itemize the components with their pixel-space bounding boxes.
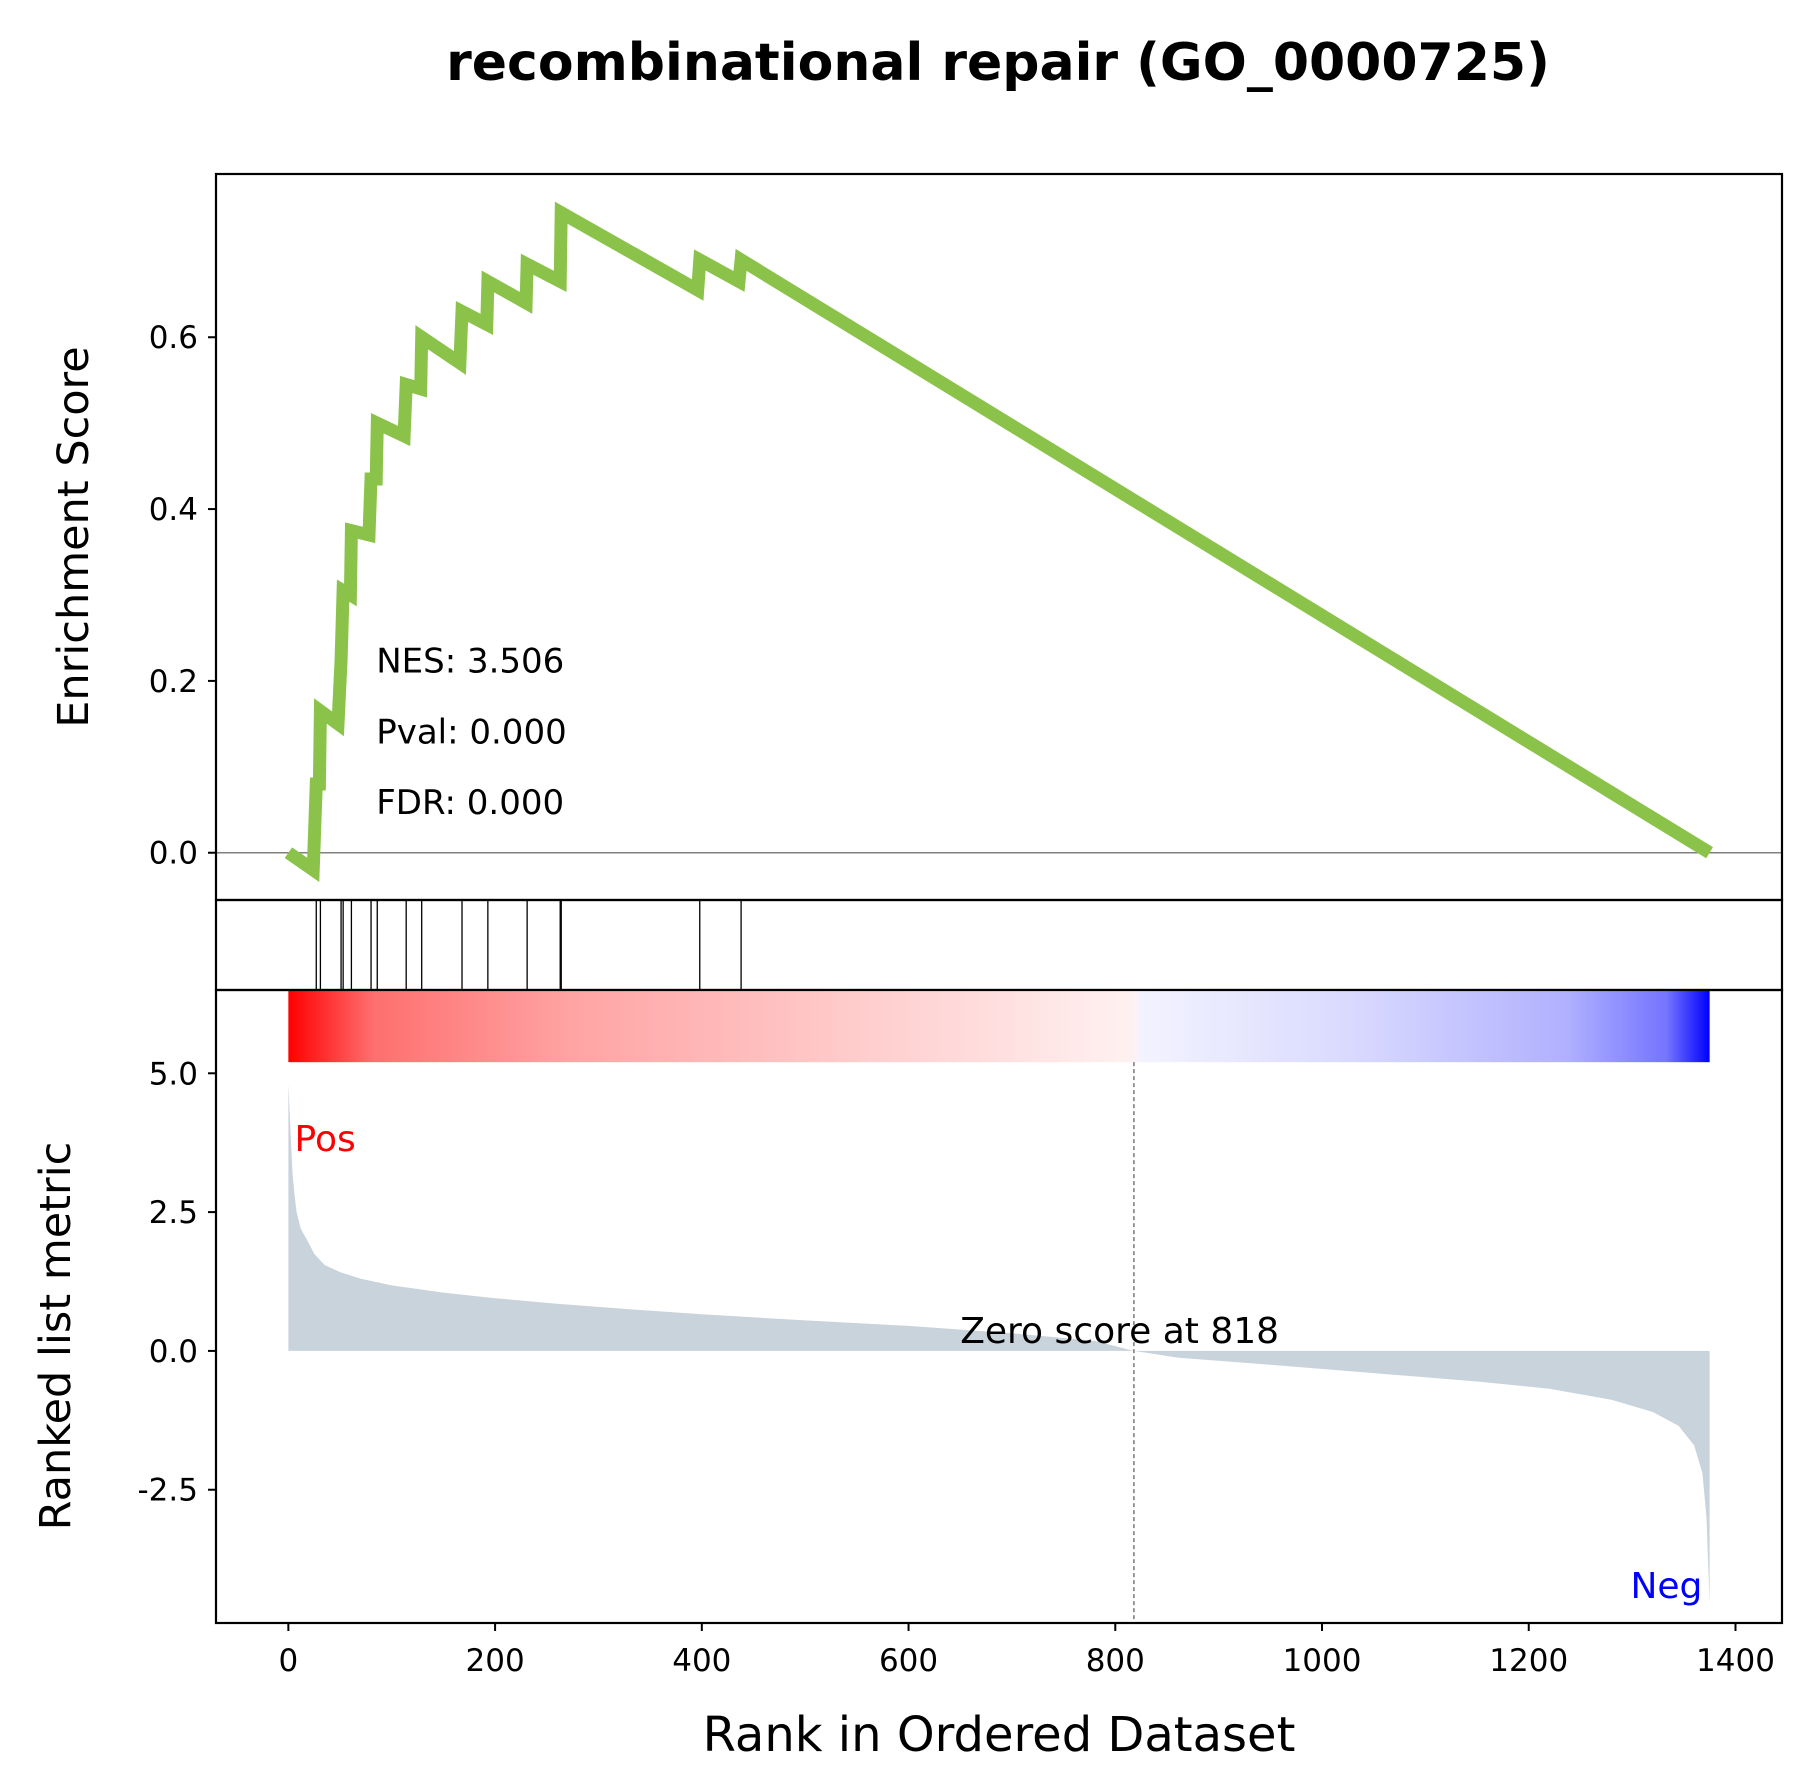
es-y-tick-label-0: 0.0 [149,836,198,872]
es-y-ticks: 0.0 0.2 0.4 0.6 [149,320,216,872]
zero-score-label: Zero score at 818 [960,1311,1279,1352]
neg-label: Neg [1630,1566,1702,1607]
hits-frame [214,898,1784,992]
metric-y-ticks: 5.0 2.5 0.0 -2.5 [138,1056,216,1509]
chart-title: recombinational repair (GO_0000725) [446,33,1550,93]
metric-y-tick-label-2: 0.0 [149,1334,198,1370]
hits-panel [214,898,1784,992]
metric-area [288,1084,1710,1604]
x-tick-label-4: 800 [1086,1643,1145,1679]
metric-y-tick-label-3: -2.5 [138,1473,199,1509]
es-y-label: Enrichment Score [49,346,99,728]
x-tick-label-7: 1400 [1696,1643,1775,1679]
x-tick-label-3: 600 [879,1643,938,1679]
x-tick-label-6: 1200 [1489,1643,1568,1679]
x-tick-label-5: 1000 [1283,1643,1362,1679]
hit-lines [315,900,742,990]
metric-frame [214,988,1784,1625]
es-line-group [284,201,1713,883]
x-tick-label-0: 0 [278,1643,298,1679]
pos-label: Pos [295,1119,356,1160]
metric-panel: Zero score at 818 Pos Neg 5.02.50.0-2.5 … [31,988,1784,1625]
x-axis-label: Rank in Ordered Dataset [703,1707,1296,1763]
es-stats: NES: 3.506 Pval: 0.000 FDR: 0.000 [376,641,567,823]
es-y-tick-label-3: 0.6 [149,320,198,356]
es-y-tick-label-1: 0.2 [149,664,198,700]
es-stat-1: Pval: 0.000 [376,713,567,753]
x-ticks: 0 200 400 600 800 1000 1200 1400 [278,1623,1775,1679]
metric-y-label: Ranked list metric [31,1142,81,1531]
x-tick-label-2: 400 [672,1643,731,1679]
es-stat-0: NES: 3.506 [376,641,564,681]
es-line [284,201,1713,883]
es-stat-2: FDR: 0.000 [376,783,564,823]
metric-y-tick-label-0: 5.0 [149,1056,198,1092]
es-y-tick-label-2: 0.4 [149,492,198,528]
rank-color-bar [288,990,1710,1063]
metric-y-tick-label-1: 2.5 [149,1195,198,1231]
x-tick-label-1: 200 [466,1643,525,1679]
